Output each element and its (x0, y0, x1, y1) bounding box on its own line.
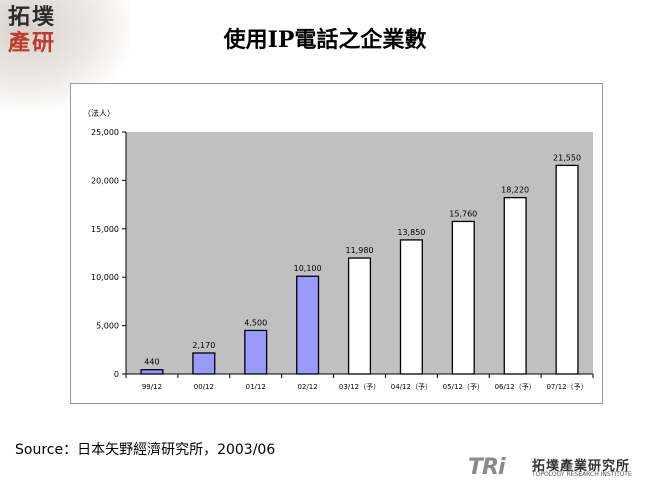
chart-frame: （法人） 0 5,000 10,000 15,000 20,000 25,000 440 99/… (70, 83, 603, 404)
x-tick-label: 01/12 (246, 383, 266, 391)
bar-value-label: 13,850 (397, 228, 425, 237)
x-tick-label: 02/12 (298, 383, 318, 391)
y-tick-label: 0 (114, 370, 119, 379)
tri-logo: TRi 拓墣產業研究所 TOPOLOGY RESEARCH INSTITUTE (468, 455, 648, 483)
bar-0 (140, 369, 164, 375)
bar-6 (451, 220, 475, 375)
bar-2 (244, 329, 268, 375)
y-axis-unit-label: （法人） (83, 108, 115, 118)
y-tick-label: 10,000 (91, 273, 119, 282)
bar-value-label: 21,550 (553, 153, 581, 162)
tri-logo-mark: TRi (468, 455, 505, 480)
bar-chart: （法人） 0 5,000 10,000 15,000 20,000 25,000 440 99/… (83, 108, 594, 391)
tri-logo-name-cn: 拓墣產業研究所 (532, 459, 631, 474)
bar-8 (555, 164, 579, 375)
x-tick-label: 07/12（予） (546, 383, 587, 391)
x-tick-label: 06/12（予） (495, 383, 536, 391)
x-tick-label: 05/12（予） (443, 383, 484, 391)
bar-value-label: 15,760 (449, 209, 477, 218)
x-tick-label: 00/12 (194, 383, 214, 391)
bar-1 (192, 352, 216, 375)
bar-4 (347, 257, 372, 375)
x-tick-label: 99/12 (142, 383, 162, 391)
x-tick-label: 03/12（予） (339, 383, 380, 391)
bar-5 (399, 239, 423, 375)
bar-3 (296, 275, 320, 375)
y-tick-label: 5,000 (96, 322, 119, 331)
source-note: Source：日本矢野經濟研究所，2003/06 (15, 442, 276, 458)
logo-line-1: 拓墣 (8, 4, 57, 30)
x-tick-label: 04/12（予） (391, 383, 432, 391)
y-tick-label: 25,000 (91, 128, 119, 137)
corner-logo: 拓墣 產研 (8, 4, 68, 56)
bar-value-label: 440 (144, 358, 159, 367)
y-tick-label: 15,000 (91, 225, 119, 234)
bar-value-label: 2,170 (192, 341, 215, 350)
slide-title: 使用IP電話之企業數 (223, 27, 427, 53)
bar-value-label: 4,500 (244, 318, 267, 327)
bar-value-label: 11,980 (346, 246, 374, 255)
bar-7 (503, 196, 527, 375)
bar-value-label: 18,220 (501, 186, 529, 195)
bar-value-label: 10,100 (294, 264, 322, 273)
logo-line-2: 產研 (8, 30, 57, 56)
tri-logo-name-en: TOPOLOGY RESEARCH INSTITUTE (532, 471, 632, 478)
y-tick-label: 20,000 (91, 176, 119, 185)
